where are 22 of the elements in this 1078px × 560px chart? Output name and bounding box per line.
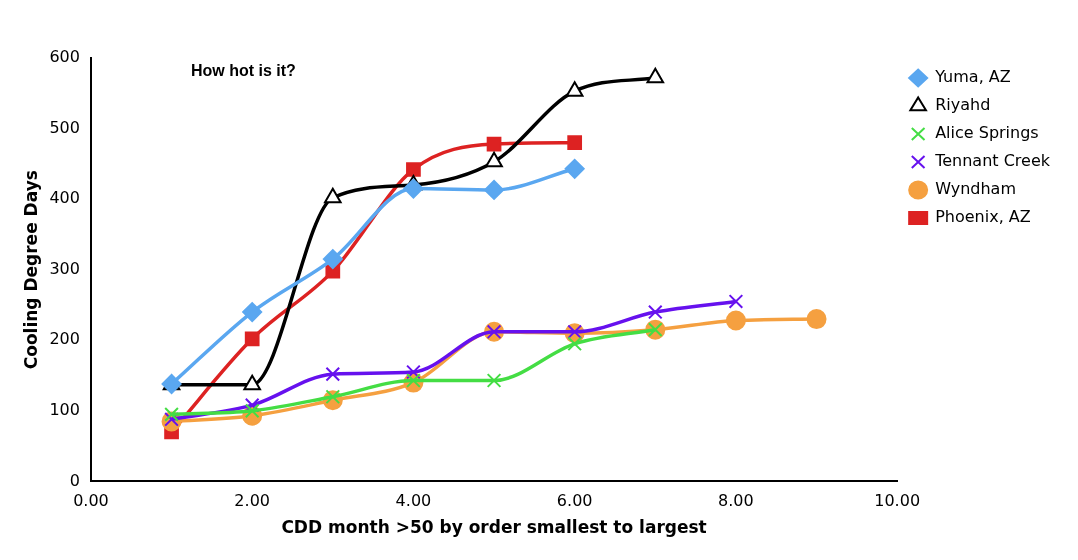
y-tick-label: 100 xyxy=(49,399,80,419)
y-tick-label: 300 xyxy=(49,258,80,278)
legend-label: Alice Springs xyxy=(935,123,1039,143)
y-tick-label: 600 xyxy=(49,47,80,67)
y-tick-label: 0 xyxy=(69,470,80,490)
legend-label: Phoenix, AZ xyxy=(935,207,1031,227)
x-tick-label: 8.00 xyxy=(718,491,754,511)
y-tick-label: 200 xyxy=(49,329,80,349)
x-tick-label: 2.00 xyxy=(234,491,270,511)
y-tick-label: 500 xyxy=(49,117,80,137)
x-axis-title: CDD month >50 by order smallest to largest xyxy=(281,517,707,538)
legend-label: Yuma, AZ xyxy=(934,67,1011,87)
y-axis-title: Cooling Degree Days xyxy=(20,170,41,370)
chart-title: How hot is it? xyxy=(190,62,296,80)
legend-label: Riyahd xyxy=(935,95,991,115)
x-tick-label: 6.00 xyxy=(556,491,593,511)
legend-label: Tennant Creek xyxy=(934,151,1051,171)
x-tick-label: 4.00 xyxy=(395,491,432,511)
x-tick-label: 10.00 xyxy=(874,491,921,511)
y-tick-label: 400 xyxy=(49,188,80,208)
x-tick-label: 0.00 xyxy=(73,491,109,511)
legend-label: Wyndham xyxy=(935,179,1017,199)
